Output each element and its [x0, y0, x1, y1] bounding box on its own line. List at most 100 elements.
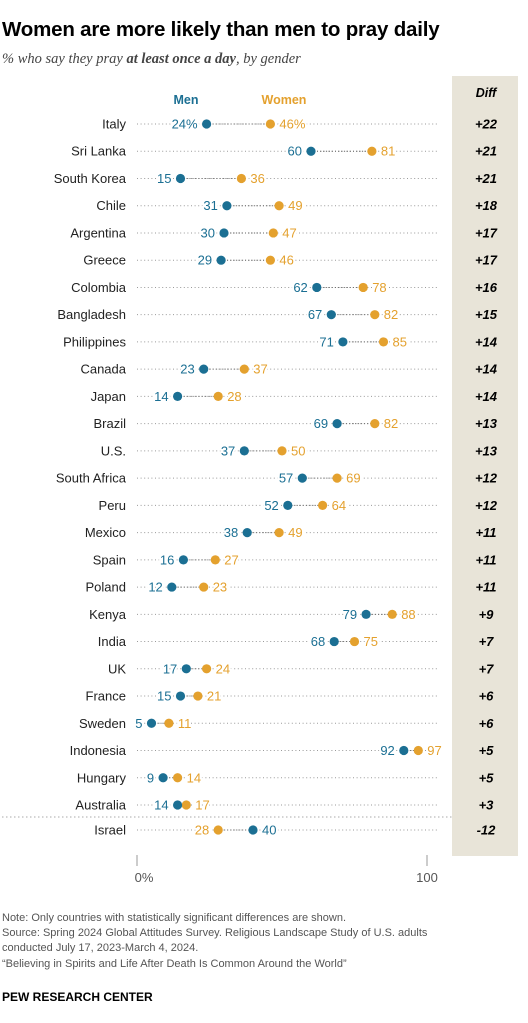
- value-label: 40: [262, 823, 276, 838]
- value-label: 5: [135, 716, 142, 731]
- men-dot: [332, 419, 342, 429]
- men-dot: [239, 446, 249, 456]
- country-label: Indonesia: [70, 743, 127, 758]
- country-label: France: [86, 689, 126, 704]
- value-label: 14: [187, 770, 201, 785]
- value-label: 27: [224, 552, 238, 567]
- country-label: South Africa: [56, 471, 127, 486]
- country-label: Peru: [99, 498, 126, 513]
- value-label: 68: [311, 634, 325, 649]
- chart-title: Women are more likely than men to pray d…: [2, 18, 440, 41]
- value-label: 15: [157, 689, 171, 704]
- men-dot: [173, 800, 183, 810]
- women-dot: [274, 528, 284, 538]
- value-label: 69: [314, 416, 328, 431]
- women-dot: [213, 391, 223, 401]
- value-label: 46: [279, 253, 293, 268]
- value-label: 52: [264, 498, 278, 513]
- chart-subtitle: % who say they pray at least once a day,…: [2, 51, 301, 67]
- diff-value: +9: [479, 607, 495, 622]
- value-label: 49: [288, 525, 302, 540]
- diff-value: -12: [477, 823, 497, 838]
- women-dot: [349, 636, 360, 647]
- value-label: 11: [178, 716, 192, 731]
- diff-value: +16: [475, 280, 498, 295]
- women-dot: [370, 419, 380, 429]
- value-label: 85: [393, 334, 407, 349]
- women-dot: [213, 825, 223, 835]
- value-label: 17: [195, 798, 209, 813]
- men-dot: [222, 201, 232, 211]
- women-dot: [378, 337, 389, 347]
- country-label: Mexico: [85, 525, 126, 540]
- value-label: 37: [221, 443, 235, 458]
- value-label: 62: [293, 280, 307, 295]
- source-line: conducted July 17, 2023-March 4, 2024.: [2, 942, 199, 955]
- women-dot: [265, 119, 275, 129]
- value-label: 82: [384, 416, 398, 431]
- value-label: 64: [332, 498, 346, 513]
- women-dot: [413, 745, 423, 756]
- value-label: 24%: [172, 117, 198, 132]
- diff-value: +21: [475, 171, 497, 186]
- country-label: Kenya: [89, 607, 127, 622]
- men-dot: [283, 500, 293, 510]
- value-label: 14: [154, 389, 168, 404]
- value-label: 9: [147, 770, 154, 785]
- country-label: Sri Lanka: [71, 144, 127, 159]
- men-dot: [242, 528, 252, 538]
- value-label: 49: [288, 198, 302, 213]
- value-label: 16: [160, 552, 174, 567]
- country-label: Australia: [75, 798, 126, 813]
- men-dot: [167, 582, 177, 592]
- men-dot: [178, 555, 188, 565]
- country-label: Sweden: [79, 716, 126, 731]
- axis-tick-label: 0%: [135, 870, 154, 885]
- men-dot: [338, 337, 348, 347]
- men-dot: [297, 473, 307, 483]
- value-label: 28: [195, 823, 209, 838]
- value-label: 57: [279, 471, 293, 486]
- country-label: India: [98, 634, 127, 649]
- value-label: 28: [227, 389, 241, 404]
- diff-value: +14: [475, 389, 498, 404]
- value-label: 21: [207, 689, 221, 704]
- country-label: Italy: [102, 117, 126, 132]
- country-label: Philippines: [63, 334, 126, 349]
- men-dot: [202, 119, 212, 129]
- country-label: UK: [108, 661, 126, 676]
- women-dot: [193, 691, 203, 701]
- men-dot: [248, 825, 258, 835]
- diff-value: +15: [475, 307, 498, 322]
- value-label: 60: [288, 144, 302, 159]
- men-dot: [216, 255, 226, 265]
- country-label: Greece: [83, 253, 126, 268]
- diff-value: +11: [475, 580, 496, 595]
- country-label: Israel: [94, 823, 126, 838]
- value-label: 12: [148, 580, 162, 595]
- men-dot: [312, 282, 322, 293]
- value-label: 46%: [279, 117, 305, 132]
- diff-value: +14: [475, 362, 498, 377]
- diff-value: +5: [479, 770, 495, 785]
- women-dot: [274, 201, 284, 211]
- diff-value: +3: [479, 798, 495, 813]
- country-label: Argentina: [70, 225, 126, 240]
- legend-women: Women: [262, 93, 307, 107]
- men-dot: [326, 310, 336, 320]
- value-label: 71: [319, 334, 333, 349]
- country-label: Japan: [91, 389, 126, 404]
- value-label: 37: [253, 362, 267, 377]
- value-label: 88: [401, 607, 415, 622]
- value-label: 69: [346, 471, 360, 486]
- diff-value: +18: [475, 198, 498, 213]
- value-label: 47: [282, 225, 296, 240]
- diff-value: +5: [479, 743, 495, 758]
- women-dot: [318, 500, 328, 510]
- diff-value: +7: [479, 634, 495, 649]
- country-label: Colombia: [71, 280, 127, 295]
- notes: Note: Only countries with statistically …: [2, 911, 427, 972]
- report-title: “Believing in Spirits and Life After Dea…: [2, 957, 347, 970]
- dot-plot: Men Women Diff Italy 24% 46% +22 Sri Lanka 60 81 +…: [2, 76, 518, 885]
- value-label: 31: [203, 198, 217, 213]
